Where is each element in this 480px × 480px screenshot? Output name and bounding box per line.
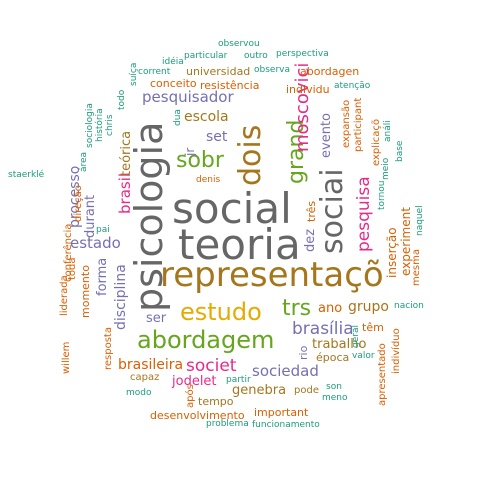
word-social: social [172, 184, 292, 233]
word-dois: dois [233, 124, 268, 186]
word-todo: todo [117, 89, 127, 110]
word-pode: pode [294, 385, 319, 396]
word-genebra: genebra [232, 383, 287, 398]
word-dua: dua [173, 109, 183, 126]
word-geral: geral [351, 325, 361, 348]
word-forma: forma [95, 257, 110, 296]
word-rio: rio [297, 345, 310, 360]
word-son: son [326, 382, 342, 392]
word-participant: participant [353, 97, 364, 152]
word-estudo: estudo [180, 298, 262, 326]
word-societ: societ [186, 356, 237, 376]
word-mesma: mesma [411, 249, 422, 286]
word-funcionamento: funcionamento [252, 420, 320, 430]
word-expansao: expansão [341, 99, 352, 148]
word-corrent: corrent [138, 67, 171, 77]
word-individu: individu [286, 83, 330, 96]
word-apos: após [185, 384, 196, 408]
word-brasil: brasil [116, 172, 134, 214]
word-tres: três [305, 200, 318, 222]
word-perspectiva: perspectiva [276, 49, 329, 59]
word-meio: meio [381, 157, 391, 180]
word-capaz: capaz [130, 372, 160, 383]
word-teorica: teórica [119, 130, 134, 176]
word-ano: ano [318, 301, 343, 316]
word-important: important [254, 406, 309, 419]
word-meno: meno [322, 393, 348, 403]
word-outro: outro [244, 51, 268, 61]
word-problema: problema [206, 419, 249, 429]
word-brasilia: brasília [292, 319, 354, 339]
word-staerkle: staerklé [8, 170, 45, 180]
word-valor: valor [352, 351, 375, 361]
word-conceito: conceito [150, 77, 197, 90]
word-momento: momento [79, 265, 92, 318]
word-resposta: resposta [103, 327, 114, 370]
word-area: área [79, 151, 89, 172]
word-desenvolvimento: desenvolvimento [150, 409, 245, 422]
word-nacion: nacion [394, 301, 424, 311]
word-universidad: universidad [186, 65, 251, 78]
word-escola: escola [184, 109, 229, 125]
word-representacao: representaçõ [160, 255, 384, 295]
word-direcao: direção [73, 185, 84, 222]
word-resistencia: resistência [200, 79, 260, 92]
word-naquel: naquel [415, 205, 425, 236]
word-sociologia: sociologia [85, 103, 95, 148]
word-observou: observou [218, 39, 260, 49]
word-dez: dez [303, 228, 318, 252]
word-jr: jr [183, 147, 197, 156]
word-pesquisador: pesquisador [142, 88, 234, 106]
word-atencao: atenção [334, 81, 371, 91]
word-insercao: inserção [385, 227, 399, 278]
word-disciplina: disciplina [113, 264, 129, 330]
word-historia: história [95, 108, 105, 142]
word-liderada: liderada [59, 275, 70, 316]
word-sobr: sobr [176, 148, 224, 173]
word-sociai: sociai [315, 168, 350, 254]
word-chris: chris [105, 114, 115, 136]
word-abordagem: abordagem [137, 326, 275, 354]
word-partir: partir [226, 375, 251, 385]
word-tornou: tornou [377, 180, 387, 211]
word-sociedad: sociedad [252, 362, 319, 380]
word-set: set [206, 129, 228, 145]
word-epoca: época [316, 351, 350, 364]
word-toda: toda [67, 257, 78, 280]
word-estado: estado [70, 234, 121, 252]
word-trabalho: trabalho [312, 337, 367, 352]
word-individuo: indivíduo [391, 328, 402, 374]
word-apresentado: apresentado [377, 343, 388, 406]
word-ser: ser [146, 311, 167, 326]
word-anali: análi [383, 120, 393, 142]
word-base: base [395, 140, 405, 162]
word-trs: trs [282, 296, 312, 321]
word-jodelet: jodelet [172, 374, 217, 389]
word-evento: evento [319, 113, 334, 158]
word-abordagen: abordagen [300, 65, 360, 78]
word-teoria: teoria [178, 220, 301, 269]
word-pesquisa: pesquisa [354, 176, 374, 252]
word-tempo: tempo [198, 395, 234, 408]
word-modo: modo [126, 388, 152, 398]
word-denis: denis [196, 175, 221, 185]
word-suica: suíça [129, 62, 139, 86]
word-tem: têm [362, 321, 384, 334]
word-particular: particular [184, 51, 228, 61]
word-ideia: idéia [162, 57, 184, 67]
word-brasileira: brasileira [118, 357, 184, 373]
word-willem: willem [61, 341, 72, 374]
word-grupo: grupo [348, 299, 389, 315]
word-observa: observa [254, 65, 290, 75]
word-pai: pai [96, 225, 110, 235]
